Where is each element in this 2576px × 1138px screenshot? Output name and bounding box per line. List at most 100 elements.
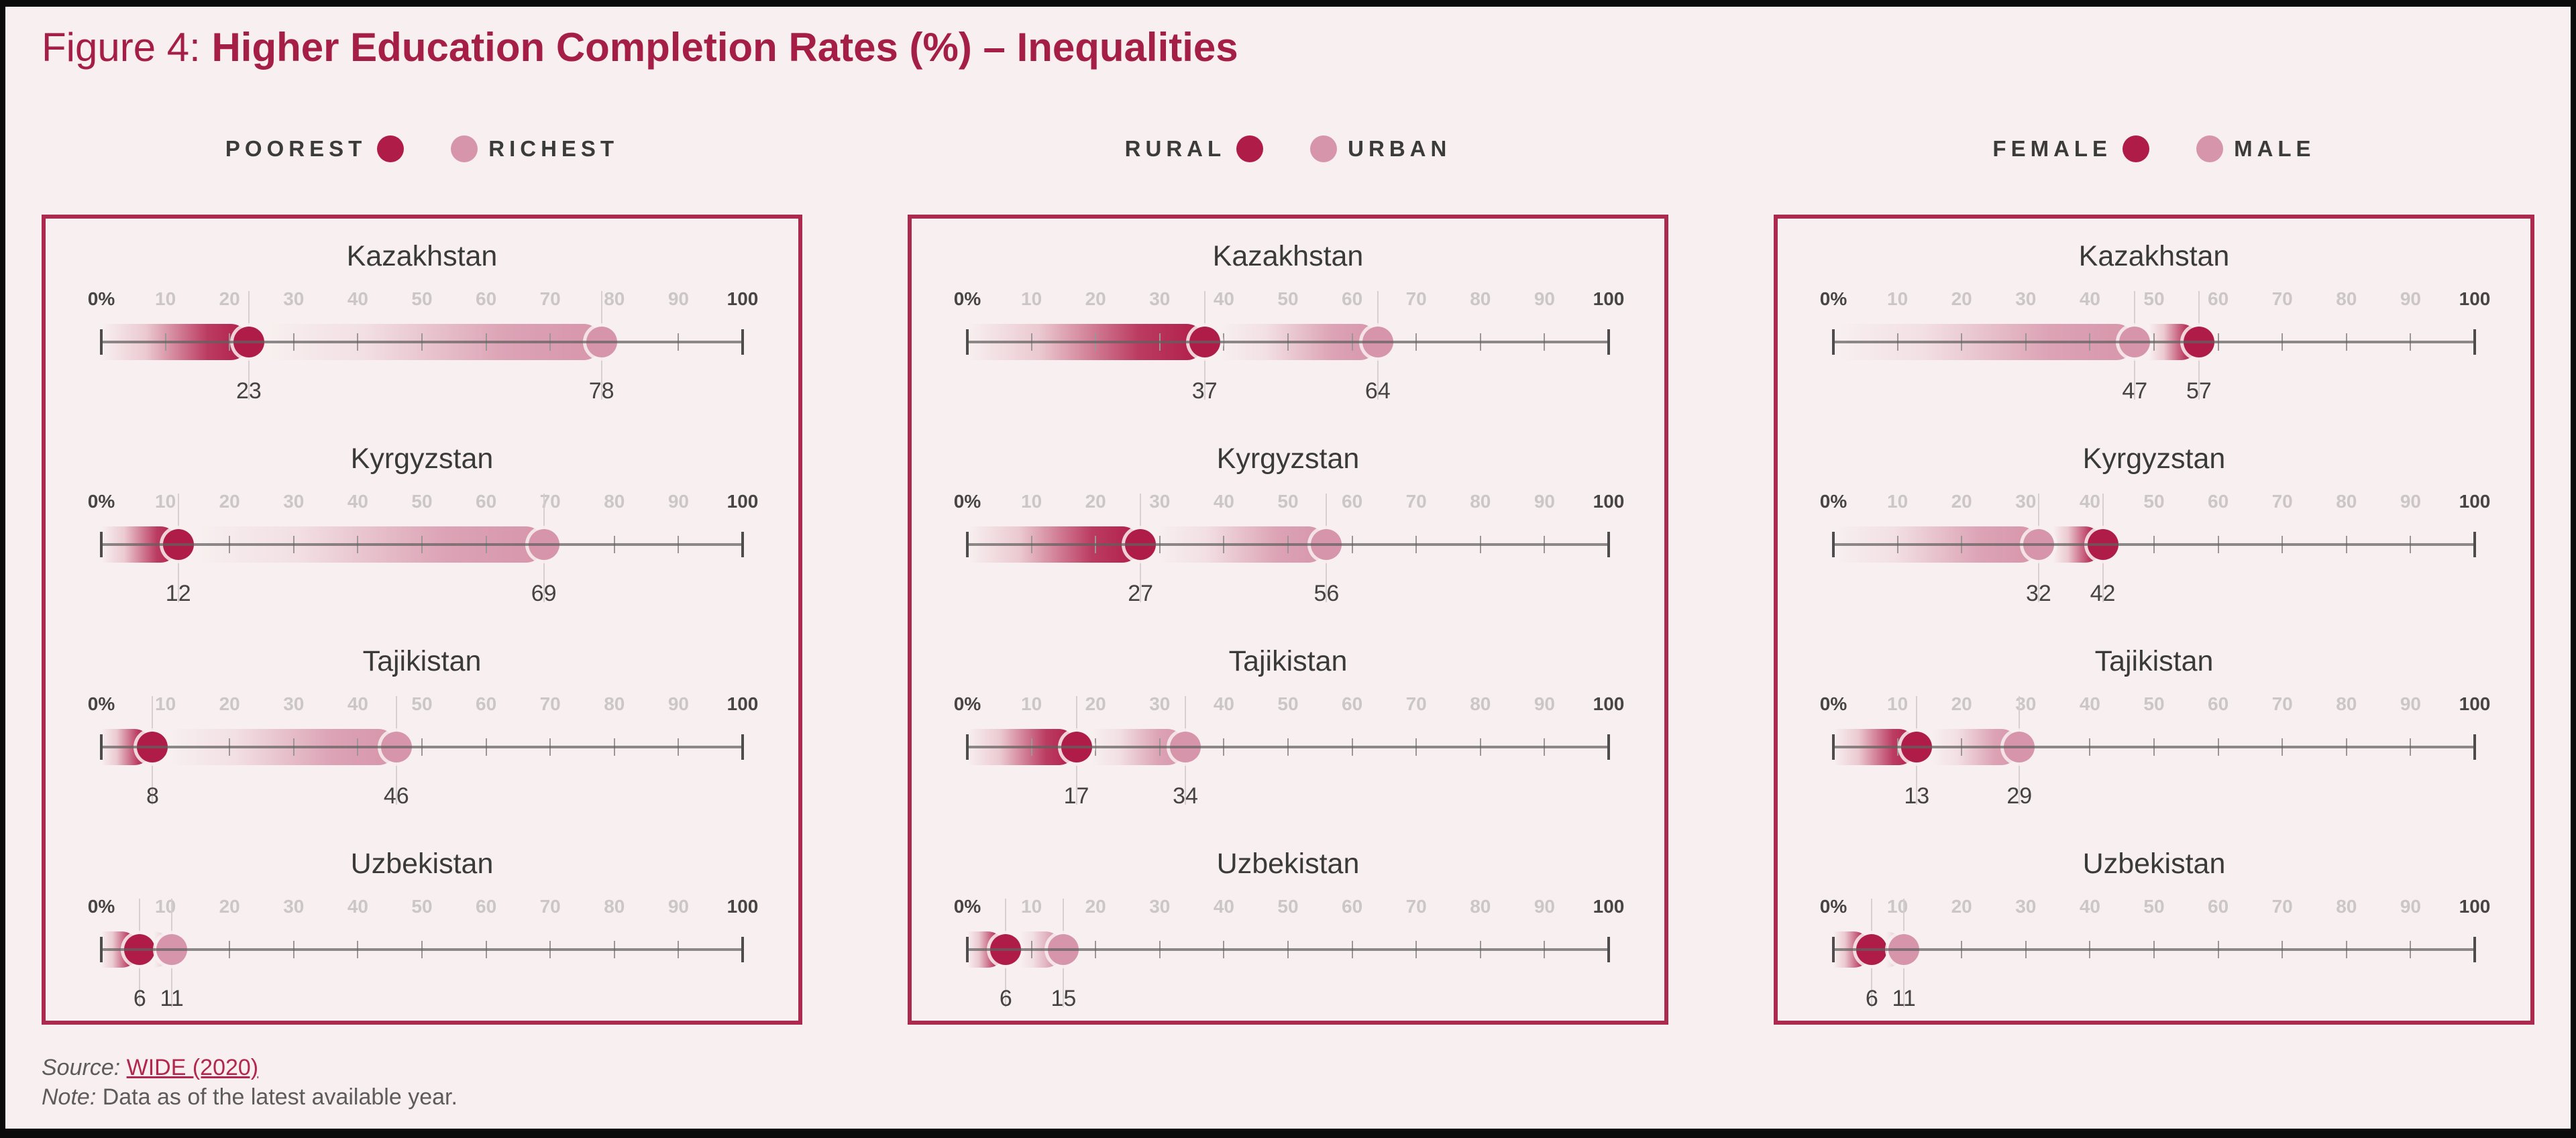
axis-tick-labels: 0% 10 20 30 40 50 60 70 80 90 100 — [954, 896, 1625, 917]
axis-tick-label: 20 — [219, 491, 240, 512]
axis-zone — [100, 291, 744, 400]
axis-tick-mark — [1832, 329, 1835, 355]
axis-tick-label: 70 — [539, 693, 561, 714]
axis-tick-label: 80 — [1470, 491, 1491, 512]
axis-tick-label: 90 — [667, 288, 689, 309]
axis-tick-label: 0% — [87, 896, 115, 917]
country-row: Kazakhstan 0% 10 20 30 40 50 60 70 80 90 100 37 64 — [954, 239, 1625, 408]
axis-tick-label: 0% — [87, 288, 115, 309]
legend-label-second: RICHEST — [488, 136, 619, 161]
country-label: Kyrgyzstan — [350, 443, 494, 475]
axis-zone — [1832, 291, 2476, 400]
country-row: Tajikistan 0% 10 20 30 40 50 60 70 80 90 100 13 29 — [1820, 644, 2491, 813]
value-label: 64 — [1364, 378, 1391, 404]
country-row: Uzbekistan 0% 10 20 30 40 50 60 70 80 90 100 6 11 — [88, 846, 759, 1015]
axis-tick-label: 10 — [1887, 288, 1909, 309]
axis-tick-label: 0% — [953, 288, 981, 309]
value-labels: 17 34 — [967, 783, 1609, 813]
axis-tick-label: 70 — [539, 288, 561, 309]
axis-tick-labels: 0% 10 20 30 40 50 60 70 80 90 100 — [88, 491, 759, 512]
source-link[interactable]: WIDE (2020) — [126, 1055, 259, 1080]
value-labels: 37 64 — [967, 378, 1609, 408]
axis-tick-label: 100 — [2459, 491, 2491, 512]
axis-tick-label: 90 — [1534, 288, 1555, 309]
axis-tick-label: 50 — [1277, 693, 1299, 714]
axis-line — [1833, 746, 2475, 748]
axis-tick-labels: 0% 10 20 30 40 50 60 70 80 90 100 — [88, 288, 759, 310]
panel-legend: FEMALE MALE — [1774, 131, 2534, 166]
country-row: Kyrgyzstan 0% 10 20 30 40 50 60 70 80 90 100 12 69 — [88, 441, 759, 610]
country-label: Kazakhstan — [346, 240, 498, 272]
axis-tick-label: 60 — [476, 491, 497, 512]
value-label: 17 — [1063, 783, 1089, 809]
axis-tick-labels: 0% 10 20 30 40 50 60 70 80 90 100 — [1820, 896, 2491, 917]
value-label: 6 — [1865, 986, 1878, 1011]
value-labels: 6 15 — [967, 986, 1609, 1015]
note-text: Data as of the latest available year. — [102, 1084, 458, 1110]
note-line: Note: Data as of the latest available ye… — [42, 1082, 2534, 1112]
panel-column: FEMALE MALE Kazakhstan 0% 10 20 30 40 50 60 70 80 90… — [1774, 71, 2534, 1025]
axis-tick-label: 40 — [1213, 288, 1234, 309]
country-row: Kyrgyzstan 0% 10 20 30 40 50 60 70 80 90 100 32 42 — [1820, 441, 2491, 610]
axis-tick-label: 100 — [1593, 693, 1625, 714]
axis-line — [101, 948, 743, 951]
axis-tick-label: 60 — [476, 896, 497, 917]
axis-tick-label: 30 — [1149, 288, 1171, 309]
axis-tick-label: 80 — [604, 288, 625, 309]
axis-tick-label: 70 — [1405, 491, 1427, 512]
axis-tick-mark — [1832, 532, 1835, 557]
axis-tick-label: 30 — [2015, 491, 2037, 512]
axis-tick-label: 20 — [1951, 288, 1972, 309]
axis-tick-label: 90 — [2400, 288, 2421, 309]
value-label: 29 — [2006, 783, 2033, 809]
axis-tick-label: 80 — [2336, 693, 2357, 714]
dot-plot: 0% 10 20 30 40 50 60 70 80 90 100 13 29 — [1820, 693, 2491, 813]
axis-tick-label: 100 — [1593, 288, 1625, 309]
axis-tick-label: 40 — [2079, 288, 2100, 309]
axis-tick-label: 30 — [283, 491, 305, 512]
value-labels: 13 29 — [1833, 783, 2475, 813]
axis-zone — [966, 696, 1610, 805]
value-label: 12 — [165, 581, 191, 606]
value-labels: 12 69 — [101, 581, 743, 610]
axis-tick-label: 90 — [1534, 491, 1555, 512]
dot-plot: 0% 10 20 30 40 50 60 70 80 90 100 32 42 — [1820, 491, 2491, 610]
axis-tick-mark — [2473, 532, 2476, 557]
country-label: Uzbekistan — [2082, 848, 2226, 880]
axis-tick-label: 90 — [667, 491, 689, 512]
axis-tick-mark — [2473, 734, 2476, 760]
panel-box: Kazakhstan 0% 10 20 30 40 50 60 70 80 90 100 47 57 Kyr… — [1774, 215, 2534, 1025]
dot-plot: 0% 10 20 30 40 50 60 70 80 90 100 47 57 — [1820, 288, 2491, 408]
axis-tick-label: 10 — [1021, 693, 1042, 714]
axis-zone — [1832, 494, 2476, 602]
value-labels: 8 46 — [101, 783, 743, 813]
panel-column: POOREST RICHEST Kazakhstan 0% 10 20 30 40 50 60 70… — [42, 71, 802, 1025]
panel-legend: POOREST RICHEST — [42, 131, 802, 166]
axis-tick-label: 20 — [1085, 896, 1106, 917]
axis-tick-label: 80 — [2336, 288, 2357, 309]
axis-tick-mark — [1832, 937, 1835, 962]
value-labels: 47 57 — [1833, 378, 2475, 408]
axis-tick-labels: 0% 10 20 30 40 50 60 70 80 90 100 — [954, 693, 1625, 715]
axis-tick-label: 80 — [604, 896, 625, 917]
axis-tick-label: 80 — [2336, 896, 2357, 917]
axis-tick-label: 70 — [2271, 896, 2293, 917]
axis-tick-label: 60 — [2208, 491, 2229, 512]
value-label: 78 — [588, 378, 614, 404]
axis-zone — [100, 494, 744, 602]
axis-tick-label: 0% — [87, 693, 115, 714]
axis-tick-label: 30 — [1149, 896, 1171, 917]
axis-tick-label: 40 — [347, 491, 368, 512]
axis-tick-label: 70 — [2271, 288, 2293, 309]
axis-tick-label: 50 — [411, 491, 433, 512]
axis-tick-label: 10 — [1021, 491, 1042, 512]
axis-tick-label: 60 — [1342, 491, 1363, 512]
axis-tick-label: 80 — [1470, 896, 1491, 917]
figure-title-text: Higher Education Completion Rates (%) – … — [211, 25, 1238, 70]
value-label: 8 — [146, 783, 159, 809]
axis-tick-label: 90 — [667, 896, 689, 917]
axis-tick-label: 40 — [1213, 693, 1234, 714]
legend-label-first: POOREST — [225, 136, 367, 161]
axis-tick-label: 50 — [1277, 491, 1299, 512]
axis-line — [967, 341, 1609, 343]
